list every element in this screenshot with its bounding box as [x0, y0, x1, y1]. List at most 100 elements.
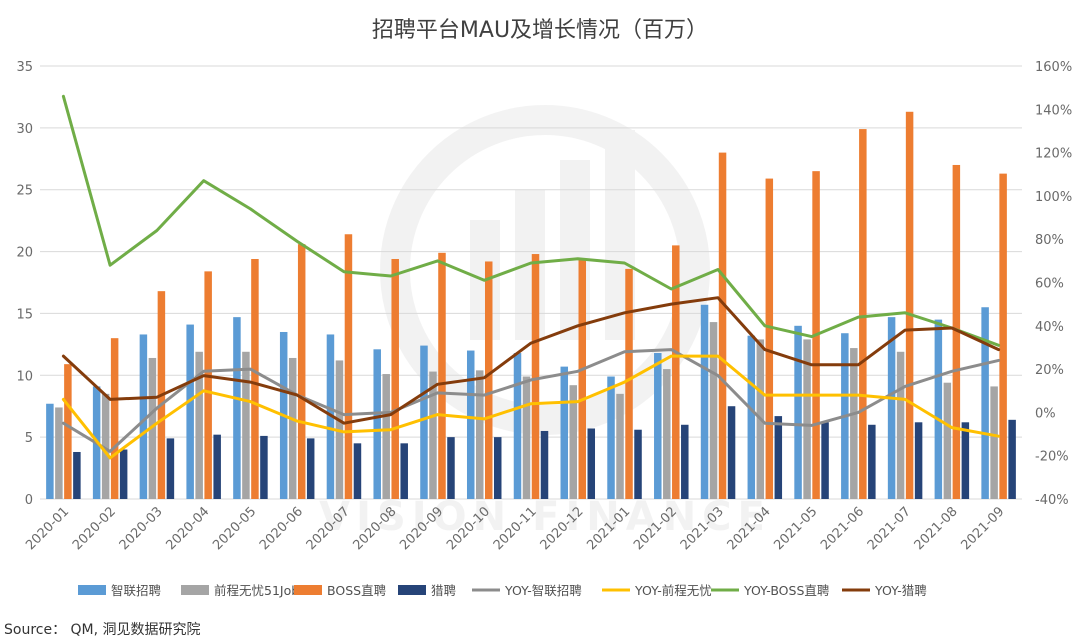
bar	[233, 317, 241, 499]
x-tick-label: 2020-06	[257, 504, 306, 553]
legend-swatch	[181, 585, 209, 595]
bar	[73, 451, 81, 499]
bar	[961, 422, 970, 499]
bar	[934, 319, 943, 499]
series-line	[61, 354, 1001, 460]
y-right-tick-label: -40%	[1035, 493, 1069, 508]
x-tick-label: 2021-07	[865, 504, 914, 553]
series-line	[61, 348, 1001, 453]
legend-label: 智联招聘	[111, 583, 161, 598]
legend-label: YOY-前程无忧	[634, 583, 712, 598]
bar	[353, 443, 362, 499]
bar	[260, 435, 268, 499]
legend-item: YOY-BOSS直聘	[711, 583, 829, 598]
bar	[522, 376, 531, 499]
y-right-tick-label: 160%	[1035, 60, 1072, 75]
bar	[654, 353, 662, 499]
y-right-tick-label: 140%	[1035, 103, 1072, 118]
legend-item: 前程无忧51Job	[181, 583, 299, 598]
bar	[344, 234, 353, 499]
bar	[896, 351, 905, 499]
bar	[914, 422, 923, 499]
bar	[288, 357, 297, 499]
bar	[952, 164, 961, 499]
bar	[803, 339, 811, 499]
y-right-tick-label: -20%	[1035, 450, 1069, 465]
bar	[119, 449, 128, 499]
y-right-tick-label: 80%	[1035, 233, 1064, 248]
bar	[850, 348, 858, 499]
bar	[560, 366, 569, 499]
bar	[493, 437, 502, 499]
bar	[186, 324, 194, 499]
bar	[55, 407, 63, 499]
x-tick-label: 2021-06	[818, 504, 867, 553]
legend-item: BOSS直聘	[294, 583, 386, 598]
legend-label: 前程无忧51Job	[214, 583, 299, 598]
bar	[990, 386, 998, 499]
legend-item: YOY-智联招聘	[472, 583, 582, 598]
bar	[110, 338, 119, 499]
series-line	[61, 94, 1001, 347]
bar	[943, 382, 952, 499]
x-tick-label: 2021-08	[912, 504, 961, 553]
bar	[204, 271, 212, 499]
y-left-tick-label: 0	[25, 493, 33, 508]
bar	[727, 406, 736, 499]
bar	[297, 244, 306, 499]
legend-label: YOY-猎聘	[874, 583, 927, 598]
x-tick-label: 2020-03	[117, 504, 166, 553]
bar	[64, 364, 72, 499]
bar	[438, 252, 446, 499]
chart-title: 招聘平台MAU及增长情况（百万）	[372, 18, 708, 43]
bar	[981, 307, 989, 499]
legend-item: 智联招聘	[78, 583, 161, 598]
legend-item: YOY-前程无忧	[602, 583, 712, 598]
bar	[747, 335, 756, 499]
source-note: Source： QM, 洞见数据研究院	[4, 622, 201, 638]
bar	[213, 434, 221, 499]
bar	[634, 429, 642, 499]
bar	[306, 438, 315, 499]
bar	[195, 351, 203, 499]
bar	[663, 369, 671, 499]
bar	[616, 393, 624, 499]
bar	[139, 334, 148, 499]
legend-swatch	[398, 585, 426, 595]
bar	[859, 129, 867, 499]
bar	[821, 422, 829, 499]
bar	[681, 424, 689, 499]
bar	[709, 322, 718, 499]
bar	[868, 424, 876, 499]
bar	[607, 376, 615, 499]
bar	[718, 152, 727, 499]
bar-series	[46, 111, 1016, 500]
bar	[887, 317, 896, 499]
bar	[540, 430, 549, 499]
y-left-tick-label: 5	[25, 431, 33, 446]
bar	[774, 416, 783, 499]
y-right-tick-label: 40%	[1035, 320, 1064, 335]
x-tick-label: 2021-05	[771, 504, 820, 553]
legend-label: YOY-智联招聘	[504, 583, 582, 598]
x-tick-label: 2020-04	[163, 504, 212, 553]
bar	[794, 325, 802, 499]
bar	[765, 178, 774, 499]
bar	[569, 385, 578, 499]
bar	[373, 349, 381, 499]
gridlines	[40, 65, 1022, 500]
y-left-tick-label: 35	[16, 60, 33, 75]
bar	[382, 374, 390, 499]
legend-item: 猎聘	[398, 583, 456, 598]
y-left-tick-label: 25	[16, 184, 33, 199]
y-left-tick-label: 15	[16, 307, 33, 322]
bar	[447, 437, 455, 499]
x-tick-label: 2020-02	[70, 504, 119, 553]
bar	[587, 428, 596, 499]
bar	[513, 353, 522, 499]
bar	[466, 350, 475, 499]
y-left-tick-label: 20	[16, 246, 33, 261]
bar	[578, 258, 587, 499]
bar	[531, 254, 540, 499]
